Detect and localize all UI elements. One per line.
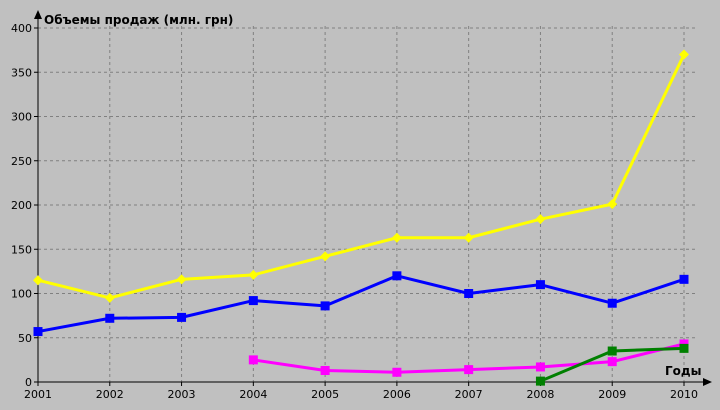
grid — [34, 26, 698, 386]
series-line — [37, 274, 685, 334]
data-point — [33, 275, 43, 286]
data-point — [679, 49, 689, 60]
data-point — [392, 367, 402, 377]
y-axis-arrow-icon — [34, 10, 42, 19]
data-point — [535, 362, 545, 372]
data-point — [464, 289, 474, 298]
x-tick-label: 2010 — [670, 388, 698, 401]
x-tick-label: 2006 — [383, 388, 411, 401]
data-point — [607, 346, 617, 356]
y-tick-label: 350 — [11, 66, 32, 79]
series-3 — [535, 343, 689, 386]
data-point — [607, 357, 617, 367]
x-tick-labels: 2001 2002 2003 2004 2005 2006 2007 2008 2009 2010 — [24, 388, 698, 401]
data-point — [392, 271, 402, 281]
y-tick-label: 300 — [11, 111, 32, 124]
y-axis-title: Объемы продаж (млн. грн) — [44, 13, 233, 27]
data-point — [176, 274, 187, 285]
x-tick-label: 2002 — [96, 388, 124, 401]
y-tick-label: 400 — [11, 22, 32, 35]
data-point — [320, 301, 330, 311]
series — [33, 49, 689, 386]
data-point — [248, 269, 259, 280]
data-point — [607, 298, 617, 308]
data-point — [177, 312, 187, 322]
data-point — [679, 274, 689, 284]
data-point — [535, 280, 545, 290]
data-point — [535, 376, 545, 386]
data-point — [248, 296, 258, 306]
series-1 — [33, 271, 689, 337]
data-point — [105, 313, 115, 323]
y-tick-label: 0 — [25, 376, 32, 389]
data-point — [679, 343, 689, 353]
data-point — [607, 199, 618, 210]
x-tick-label: 2005 — [311, 388, 339, 401]
y-tick-label: 150 — [11, 243, 32, 256]
data-point — [248, 355, 258, 365]
data-point — [33, 327, 43, 337]
x-tick-label: 2004 — [239, 388, 267, 401]
data-point — [463, 232, 474, 243]
x-tick-label: 2009 — [598, 388, 626, 401]
y-tick-label: 100 — [11, 288, 32, 301]
data-point — [391, 232, 402, 243]
y-tick-label: 50 — [18, 332, 32, 345]
data-point — [320, 365, 330, 375]
data-point — [535, 214, 546, 225]
data-point — [320, 251, 331, 262]
axes — [34, 10, 712, 386]
y-tick-labels: 0 50 100 150 200 250 300 350 400 — [11, 22, 32, 389]
x-axis-arrow-icon — [703, 378, 712, 386]
x-tick-label: 2007 — [455, 388, 483, 401]
data-point — [464, 365, 474, 375]
x-axis-title: Годы — [665, 364, 701, 378]
x-tick-label: 2001 — [24, 388, 52, 401]
y-tick-label: 250 — [11, 155, 32, 168]
series-0 — [33, 49, 689, 303]
x-tick-label: 2008 — [526, 388, 554, 401]
data-point — [104, 292, 115, 303]
x-tick-label: 2003 — [168, 388, 196, 401]
series-line — [37, 53, 686, 300]
y-tick-label: 200 — [11, 199, 32, 212]
